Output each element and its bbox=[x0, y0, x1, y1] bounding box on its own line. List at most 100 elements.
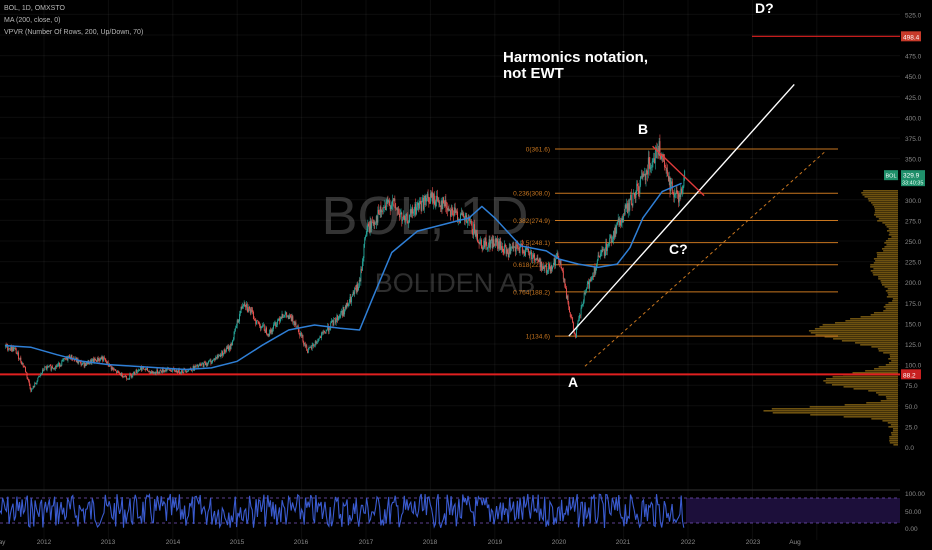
volume-profile-bar bbox=[882, 420, 898, 422]
candle-body bbox=[430, 193, 432, 198]
vpvr-legend[interactable]: VPVR (Number Of Rows, 200, Up/Down, 70) bbox=[4, 29, 144, 36]
candle-body bbox=[232, 340, 234, 346]
candle-body bbox=[58, 362, 60, 366]
candle-body bbox=[342, 307, 344, 316]
candle-body bbox=[512, 246, 514, 249]
volume-profile-bar bbox=[884, 242, 898, 244]
candle-body bbox=[282, 313, 284, 318]
candle-body bbox=[431, 192, 433, 198]
candle-body bbox=[498, 241, 500, 249]
candle-body bbox=[100, 357, 102, 359]
volume-profile-bar bbox=[809, 406, 898, 408]
volume-profile-bar bbox=[887, 422, 898, 424]
candle-body bbox=[642, 174, 644, 178]
watermark-company: BOLIDEN AB bbox=[375, 268, 536, 298]
candle-body bbox=[61, 361, 63, 366]
volume-profile-bar bbox=[886, 244, 898, 246]
candle-body bbox=[611, 240, 613, 243]
candle-body bbox=[55, 365, 57, 367]
candle-body bbox=[578, 318, 580, 321]
candle-body bbox=[482, 247, 484, 249]
candle-body bbox=[427, 193, 429, 198]
candle-body bbox=[276, 324, 278, 327]
candle-body bbox=[197, 364, 199, 367]
candle-body bbox=[455, 211, 457, 213]
candle-body bbox=[299, 333, 301, 336]
candle-body bbox=[340, 312, 342, 316]
candle-body bbox=[108, 365, 110, 367]
candle-body bbox=[453, 214, 455, 216]
candle-body bbox=[429, 202, 431, 204]
candle-body bbox=[181, 370, 183, 373]
volume-profile-bar bbox=[889, 354, 898, 356]
candle-body bbox=[84, 363, 86, 367]
candle-body bbox=[35, 383, 36, 384]
volume-profile-bar bbox=[841, 340, 898, 342]
candle-body bbox=[148, 371, 150, 372]
symbol-tag-label: BOL bbox=[886, 174, 897, 180]
candle-body bbox=[137, 371, 138, 373]
candle-body bbox=[426, 198, 427, 202]
volume-profile-bar bbox=[878, 394, 898, 396]
candle-body bbox=[218, 355, 220, 358]
ma-legend[interactable]: MA (200, close, 0) bbox=[4, 17, 61, 24]
candle-body bbox=[397, 209, 399, 211]
candle-body bbox=[654, 151, 656, 164]
candle-body bbox=[20, 357, 22, 362]
candle-body bbox=[388, 201, 390, 203]
candle-body bbox=[664, 167, 666, 168]
candle-body bbox=[610, 235, 611, 239]
candle-body bbox=[497, 241, 499, 249]
candle-body bbox=[203, 362, 205, 367]
volume-profile-bar bbox=[892, 300, 898, 302]
candle-body bbox=[547, 270, 549, 272]
candle-body bbox=[413, 210, 415, 212]
y-tick-label: 200.0 bbox=[905, 280, 922, 287]
symbol-legend[interactable]: BOL, 1D, OMXSTO bbox=[4, 5, 65, 12]
candle-body bbox=[422, 197, 424, 210]
volume-profile-bar bbox=[888, 358, 898, 360]
candle-body bbox=[497, 239, 499, 249]
candle-body bbox=[612, 239, 614, 241]
volume-profile-bar bbox=[865, 370, 898, 372]
candle-body bbox=[200, 364, 202, 366]
candle-body bbox=[519, 244, 521, 253]
candle-body bbox=[195, 366, 196, 368]
volume-profile-bar bbox=[825, 382, 898, 384]
candle-body bbox=[389, 205, 391, 210]
volume-profile-bar bbox=[888, 362, 898, 364]
candle-body bbox=[439, 201, 441, 206]
candle-body bbox=[644, 173, 645, 176]
candle-body bbox=[597, 255, 599, 261]
volume-profile-bar bbox=[832, 376, 898, 378]
candle-body bbox=[535, 258, 536, 261]
candle-body bbox=[488, 239, 490, 246]
candle-body bbox=[600, 252, 602, 254]
candle-body bbox=[222, 353, 224, 356]
candle-body bbox=[396, 207, 398, 211]
candle-body bbox=[607, 243, 609, 245]
candle-body bbox=[325, 331, 327, 334]
candle-body bbox=[79, 361, 81, 362]
candle-body bbox=[334, 318, 336, 323]
candle-body bbox=[477, 233, 478, 242]
candle-body bbox=[419, 201, 421, 204]
candle-body bbox=[529, 253, 531, 256]
y-tick-label: 525.0 bbox=[905, 12, 922, 19]
candle-body bbox=[516, 244, 518, 246]
candle-body bbox=[637, 186, 639, 192]
volume-profile-bar bbox=[887, 292, 898, 294]
candle-body bbox=[508, 247, 510, 258]
candle-body bbox=[276, 321, 278, 325]
candle-body bbox=[278, 318, 280, 321]
candle-body bbox=[382, 210, 383, 212]
candle-body bbox=[435, 201, 437, 207]
candle-body bbox=[171, 369, 173, 372]
volume-profile-bar bbox=[861, 192, 898, 194]
candle-body bbox=[392, 200, 394, 202]
candle-body bbox=[183, 368, 185, 373]
candle-body bbox=[514, 246, 516, 248]
candle-body bbox=[436, 195, 438, 199]
